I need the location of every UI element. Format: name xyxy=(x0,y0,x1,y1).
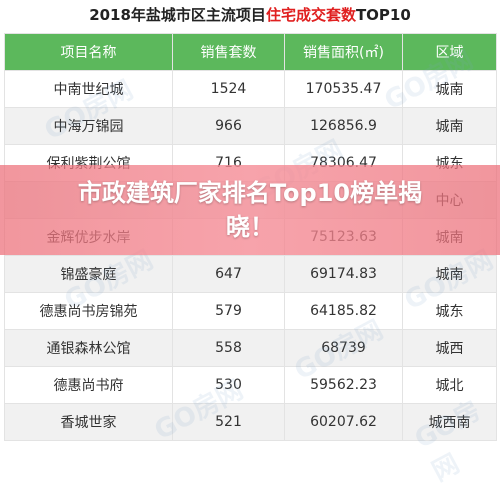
table-cell: 521 xyxy=(172,403,285,441)
table-cell: 1524 xyxy=(172,70,285,108)
table-cell: 中海万锦园 xyxy=(4,107,173,145)
table-row: 通银森林公馆 558 68739 城西 xyxy=(4,329,497,367)
table-cell: 530 xyxy=(172,366,285,404)
table-cell: 锦盛豪庭 xyxy=(4,255,173,293)
table-row: 德惠尚书房锦苑 579 64185.82 城东 xyxy=(4,292,497,330)
table-cell: 170535.47 xyxy=(284,70,403,108)
table-cell: 647 xyxy=(172,255,285,293)
title-part: 2018年盐城市区主流项目 xyxy=(89,6,266,24)
table-cell: 126856.9 xyxy=(284,107,403,145)
column-header: 项目名称 xyxy=(4,33,173,71)
title-part: TOP10 xyxy=(355,6,411,24)
table-cell: 59562.23 xyxy=(284,366,403,404)
column-header: 销售套数 xyxy=(172,33,285,71)
table-cell: 城南 xyxy=(402,255,497,293)
table-cell: 香城世家 xyxy=(4,403,173,441)
table-cell: 68739 xyxy=(284,329,403,367)
table-row: 香城世家 521 60207.62 城西南 xyxy=(4,403,497,441)
table-body: 中南世纪城 1524 170535.47 城南 中海万锦园 966 126856.9 城南 保利… xyxy=(4,70,497,441)
header-row: 项目名称 销售套数 销售面积(㎡) 区域 xyxy=(4,33,497,71)
table-cell: 558 xyxy=(172,329,285,367)
table-row: 中南世纪城 1524 170535.47 城南 xyxy=(4,70,497,108)
table-cell: 中南世纪城 xyxy=(4,70,173,108)
banner: 市政建筑厂家排名Top10榜单揭晓！ xyxy=(0,165,500,255)
table-row: 中海万锦园 966 126856.9 城南 xyxy=(4,107,497,145)
table-cell: 城南 xyxy=(402,70,497,108)
banner-text: 市政建筑厂家排名Top10榜单揭晓！ xyxy=(77,179,423,241)
table-cell: 966 xyxy=(172,107,285,145)
table-cell: 德惠尚书府 xyxy=(4,366,173,404)
title: 2018年盐城市区主流项目住宅成交套数TOP10 xyxy=(0,0,500,32)
table-cell: 579 xyxy=(172,292,285,330)
title-highlight: 住宅成交套数 xyxy=(265,6,356,24)
table-cell: 德惠尚书房锦苑 xyxy=(4,292,173,330)
table-cell: 城东 xyxy=(402,292,497,330)
table-cell: 通银森林公馆 xyxy=(4,329,173,367)
table-cell: 城南 xyxy=(402,107,497,145)
table-cell: 城西南 xyxy=(402,403,497,441)
table-cell: 64185.82 xyxy=(284,292,403,330)
table-cell: 城北 xyxy=(402,366,497,404)
column-header: 销售面积(㎡) xyxy=(284,33,403,71)
table-cell: 城西 xyxy=(402,329,497,367)
table-row: 锦盛豪庭 647 69174.83 城南 xyxy=(4,255,497,293)
table-row: 德惠尚书府 530 59562.23 城北 xyxy=(4,366,497,404)
table-cell: 60207.62 xyxy=(284,403,403,441)
table-cell: 69174.83 xyxy=(284,255,403,293)
column-header: 区域 xyxy=(402,33,497,71)
